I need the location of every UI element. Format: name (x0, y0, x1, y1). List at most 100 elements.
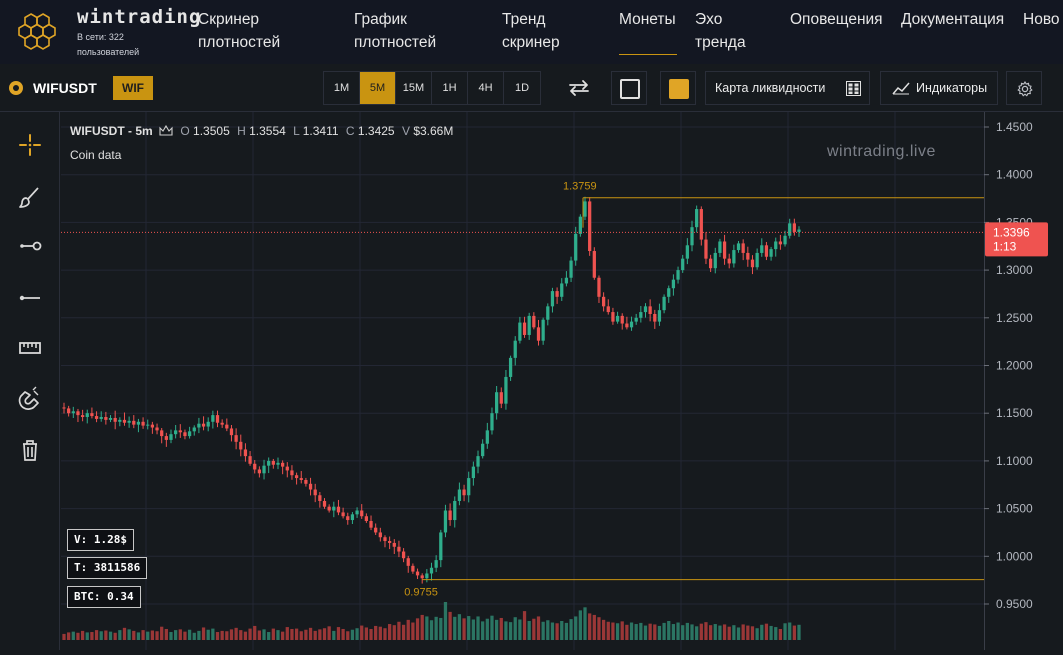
candle-body (546, 306, 550, 320)
symbol-selector[interactable]: WIFUSDT (33, 80, 97, 96)
candle-body (462, 489, 466, 496)
candle-body (262, 465, 266, 474)
volume-bar (485, 618, 489, 640)
nav-trend-echo[interactable]: Эхо тренда (695, 11, 746, 51)
ray-line-icon[interactable] (17, 233, 43, 259)
candle-body (132, 420, 136, 425)
volume-bar (564, 622, 569, 640)
horizontal-line-icon[interactable] (17, 285, 43, 311)
candle-body (490, 413, 494, 431)
volume-bar (797, 624, 801, 640)
settings-button[interactable] (1006, 71, 1042, 105)
volume-bar (783, 623, 787, 640)
nav-trend-screener[interactable]: Тренд скринер (502, 11, 560, 51)
volume-bar (169, 632, 173, 640)
ruler-icon[interactable] (17, 335, 43, 361)
volume-bar (271, 628, 275, 640)
trash-icon[interactable] (17, 437, 43, 463)
volume-bar (332, 630, 336, 640)
nav-documentation[interactable]: Документация (901, 11, 1005, 28)
timeframe-1d[interactable]: 1D (514, 82, 530, 94)
coin-data-label[interactable]: Coin data (70, 148, 122, 162)
brush-icon[interactable] (17, 185, 43, 211)
swap-arrows-icon[interactable] (566, 78, 592, 98)
candle-body (690, 227, 694, 246)
candle-body (583, 201, 587, 217)
nav-news[interactable]: Ново (1023, 11, 1060, 28)
price-tick-label: 1.2500 (996, 311, 1033, 325)
volume-bar (727, 626, 731, 640)
volume-bar (746, 625, 750, 640)
timeframe-1m[interactable]: 1M (324, 72, 360, 104)
candle-body (601, 296, 606, 307)
volume-bar (774, 627, 778, 640)
volume-bar (67, 632, 71, 640)
volume-bar (104, 630, 108, 640)
crown-icon[interactable] (159, 124, 173, 136)
candle-body (704, 239, 708, 259)
volume-bar (713, 624, 717, 640)
candle-body (187, 431, 192, 437)
volume-bar (490, 615, 494, 640)
candle-body (406, 558, 410, 566)
liquidity-map-button[interactable]: Карта ликвидности (705, 71, 870, 105)
volume-bar (211, 628, 215, 640)
volume-bar (290, 628, 294, 640)
candle-body (318, 495, 322, 501)
volume-bar (439, 617, 443, 640)
volume-bar (327, 626, 331, 640)
timeframe-1h[interactable]: 1H (432, 72, 468, 104)
candle-body (234, 435, 238, 442)
candle-body (276, 462, 280, 465)
volume-bar (178, 629, 182, 640)
volume-bar (392, 625, 396, 640)
nav-coins[interactable]: Монеты (619, 11, 676, 28)
timeframe-15m[interactable]: 15M (396, 72, 432, 104)
candle-body (764, 245, 769, 257)
candle-body (481, 443, 485, 457)
brand-name[interactable]: wintrading (77, 6, 202, 28)
candle-body (564, 277, 569, 284)
volume-bar (192, 632, 196, 640)
candle-body (271, 460, 275, 465)
volume-bar (406, 619, 410, 640)
timeframe-5m[interactable]: 5M (360, 72, 396, 104)
volume-bar (71, 631, 75, 640)
hollow-square-toggle[interactable] (611, 71, 647, 105)
volume-bar (606, 621, 610, 640)
candle-body (774, 241, 778, 250)
crosshair-icon[interactable] (17, 132, 43, 158)
candle-body (136, 421, 141, 425)
volume-bar (425, 616, 429, 640)
candle-body (485, 430, 489, 444)
filled-square-toggle[interactable] (660, 71, 696, 105)
indicators-button[interactable]: Индикаторы (880, 71, 998, 105)
volume-bar (494, 619, 499, 640)
volume-bar (369, 628, 373, 640)
volume-stat: V: 1.28$ (67, 529, 134, 551)
nav-density-screener[interactable]: Скринер плотностей (198, 11, 281, 51)
volume-bar (643, 625, 648, 640)
volume-bar (336, 627, 341, 640)
honeycomb-logo-icon[interactable] (17, 12, 59, 52)
volume-bar (574, 616, 578, 640)
candle-body (229, 428, 234, 436)
candle-body (383, 537, 387, 542)
nav-alerts[interactable]: Оповещения (790, 11, 883, 28)
price-tick-label: 0.9500 (996, 597, 1033, 611)
candle-body (281, 462, 285, 467)
price-chart[interactable]: 1.45001.40001.35001.30001.25001.20001.15… (61, 112, 1063, 650)
candle-body (253, 463, 257, 470)
volume-bar (792, 625, 796, 640)
magnet-icon[interactable] (17, 386, 43, 412)
volume-bar (657, 625, 662, 640)
candlestick-chart-svg[interactable]: 1.45001.40001.35001.30001.25001.20001.15… (61, 112, 1063, 650)
candle-body (578, 216, 582, 234)
candle-body (113, 417, 117, 422)
nav-density-chart[interactable]: График плотностей (354, 11, 437, 51)
volume-bar (415, 618, 420, 640)
filled-square-icon (669, 79, 689, 99)
timeframe-4h[interactable]: 4H (468, 72, 504, 104)
volume-bar (695, 626, 699, 640)
ticker-badge[interactable]: WIF (113, 76, 153, 100)
